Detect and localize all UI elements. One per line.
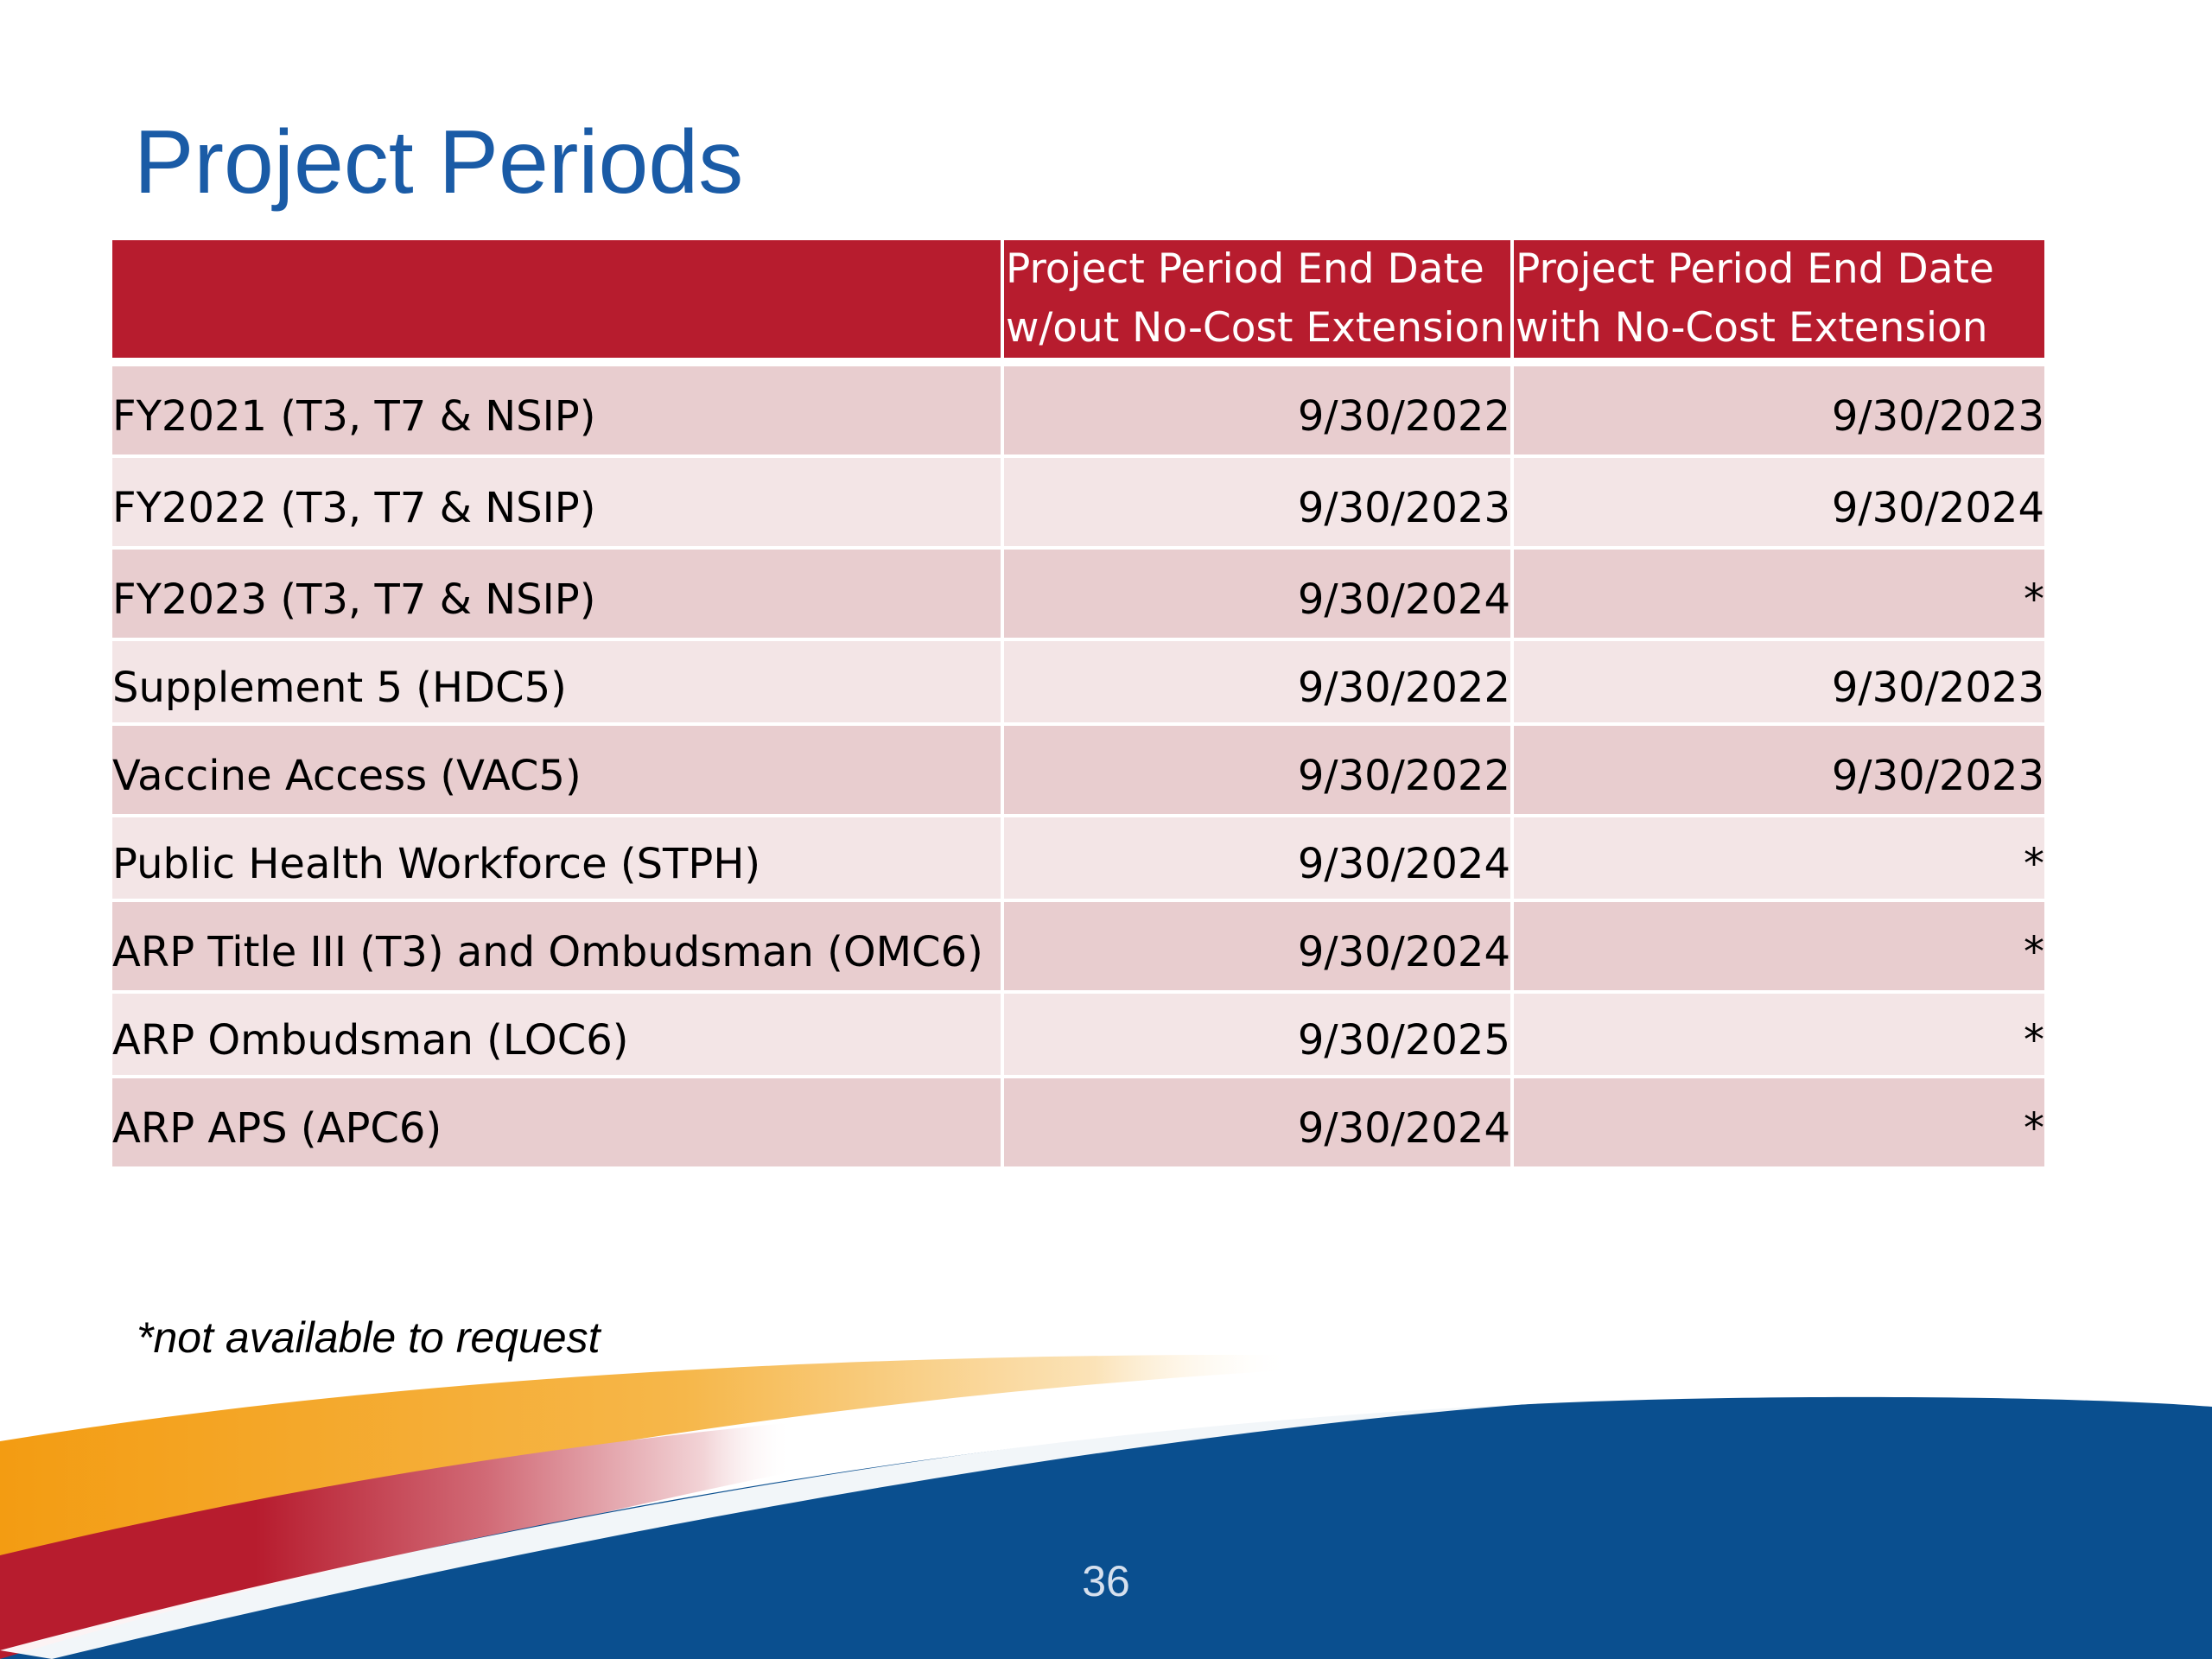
program-cell: Vaccine Access (VAC5) [112,726,1001,817]
end-date-without-extension-cell: 9/30/2024 [1001,817,1510,902]
end-date-without-extension-cell: 9/30/2023 [1001,458,1510,550]
swoosh-orange-band [0,1354,1521,1573]
end-date-without-extension-cell: 9/30/2024 [1001,550,1510,641]
header-end-date-without-extension: Project Period End Date w/out No-Cost Ex… [1001,240,1510,366]
end-date-with-extension-cell: * [1510,994,2044,1078]
end-date-with-extension-cell: 9/30/2023 [1510,726,2044,817]
program-cell: FY2021 (T3, T7 & NSIP) [112,366,1001,458]
table-row: Supplement 5 (HDC5) 9/30/2022 9/30/2023 [112,641,2044,726]
header-line: w/out No-Cost Extension [1006,304,1506,352]
end-date-with-extension-cell: * [1510,550,2044,641]
end-date-with-extension-cell: 9/30/2024 [1510,458,2044,550]
end-date-with-extension-cell: * [1510,1078,2044,1170]
end-date-with-extension-cell: 9/30/2023 [1510,641,2044,726]
swoosh-red-band [0,1398,1279,1659]
page-title: Project Periods [134,112,744,213]
end-date-without-extension-cell: 9/30/2024 [1001,1078,1510,1170]
end-date-with-extension-cell: * [1510,902,2044,994]
decorative-swoosh-banner [0,1354,2212,1659]
program-cell: ARP Ombudsman (LOC6) [112,994,1001,1078]
end-date-without-extension-cell: 9/30/2024 [1001,902,1510,994]
header-line: with No-Cost Extension [1516,304,1988,352]
end-date-with-extension-cell: * [1510,817,2044,902]
table-row: ARP APS (APC6) 9/30/2024 * [112,1078,2044,1170]
end-date-with-extension-cell: 9/30/2023 [1510,366,2044,458]
header-program [112,240,1001,366]
table-row: FY2022 (T3, T7 & NSIP) 9/30/2023 9/30/20… [112,458,2044,550]
table-row: ARP Ombudsman (LOC6) 9/30/2025 * [112,994,2044,1078]
page-number: 36 [1082,1557,1130,1605]
table-row: FY2023 (T3, T7 & NSIP) 9/30/2024 * [112,550,2044,641]
header-line: Project Period End Date [1006,245,1484,293]
header-end-date-with-extension: Project Period End Date with No-Cost Ext… [1510,240,2044,366]
swoosh-blue-band [0,1396,2212,1659]
program-cell: Public Health Workforce (STPH) [112,817,1001,902]
program-cell: Supplement 5 (HDC5) [112,641,1001,726]
end-date-without-extension-cell: 9/30/2022 [1001,726,1510,817]
footnote: *not available to request [137,1313,601,1362]
table-header-row: Project Period End Date w/out No-Cost Ex… [112,240,2044,366]
table-row: Public Health Workforce (STPH) 9/30/2024… [112,817,2044,902]
table-row: FY2021 (T3, T7 & NSIP) 9/30/2022 9/30/20… [112,366,2044,458]
end-date-without-extension-cell: 9/30/2022 [1001,366,1510,458]
header-line: Project Period End Date [1516,245,1994,293]
program-cell: FY2023 (T3, T7 & NSIP) [112,550,1001,641]
program-cell: ARP Title III (T3) and Ombudsman (OMC6) [112,902,1001,994]
program-cell: FY2022 (T3, T7 & NSIP) [112,458,1001,550]
end-date-without-extension-cell: 9/30/2022 [1001,641,1510,726]
program-cell: ARP APS (APC6) [112,1078,1001,1170]
table-row: Vaccine Access (VAC5) 9/30/2022 9/30/202… [112,726,2044,817]
end-date-without-extension-cell: 9/30/2025 [1001,994,1510,1078]
table-row: ARP Title III (T3) and Ombudsman (OMC6) … [112,902,2044,994]
project-periods-table: Project Period End Date w/out No-Cost Ex… [112,240,2044,1170]
